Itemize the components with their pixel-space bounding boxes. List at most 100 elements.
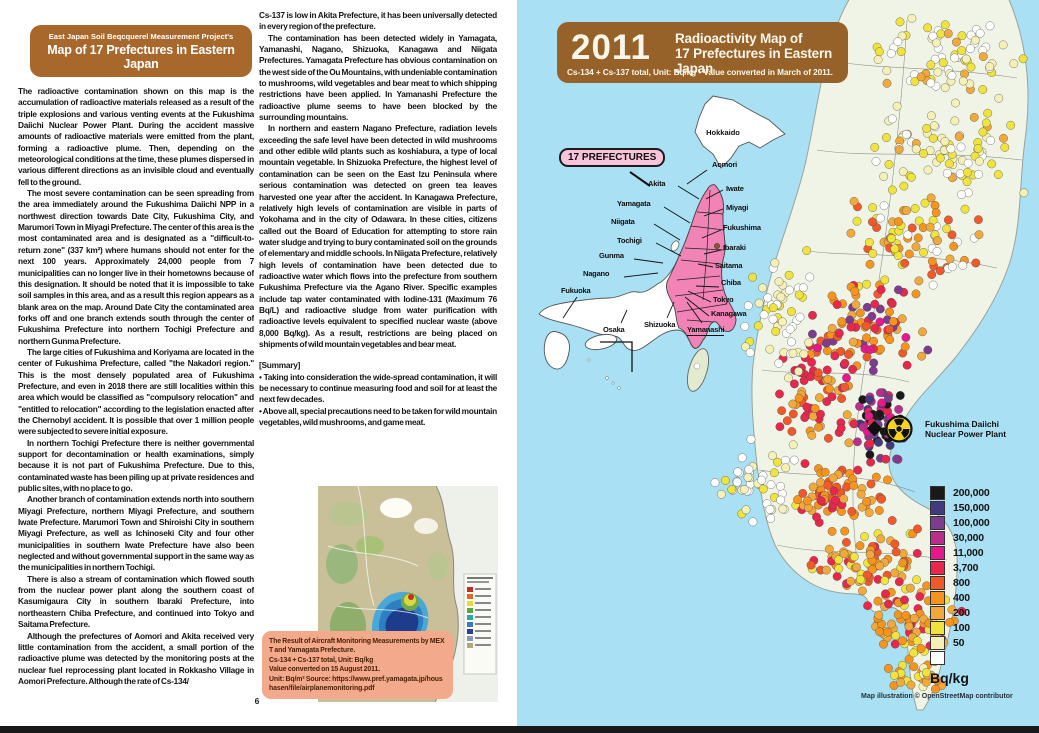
year: 2011 [571,28,651,67]
label-miyagi: Miyagi [726,203,749,212]
legend-value: 50 [953,636,965,649]
thumbnail-legend-swatches [467,587,491,648]
plant-dot-inset [714,243,720,249]
legend-entry: 800 [930,575,990,590]
legend-value: 11,000 [953,546,984,559]
legend-value: 400 [953,591,970,604]
label-kanagawa: Kanagawa [711,309,747,318]
legend-swatch [930,590,945,605]
small-islands [587,358,621,390]
japan-overview-map: Hokkaido [538,95,786,392]
text-column-2: Cs-137 is low in Akita Prefecture, it ha… [259,10,497,475]
legend-swatch [930,650,945,665]
map-subtitle: Cs-134 + Cs-137 total, Unit: Bq/kg • Val… [567,67,833,77]
label-akita: Akita [648,179,666,188]
legend-swatch [930,605,945,620]
project-name: East Japan Soil Beqcquerel Measurement P… [48,31,234,41]
label-shizuoka: Shizuoka [644,320,676,329]
plant-name-line2: Nuclear Power Plant [925,429,1006,439]
summary-title: [Summary] [259,360,301,371]
legend-value: 30,000 [953,531,984,544]
caption-line: Cs-134 + Cs-137 total, Unit: Bq/kg [269,656,374,664]
izu-island [686,348,710,392]
plant-label-group: Fukushima Daiichi Nuclear Power Plant [863,411,1006,447]
label-tochigi: Tochigi [617,236,642,245]
paragraph: In northern and eastern Nagano Prefectur… [259,123,497,349]
summary-bullet: • Taking into consideration the wide-spr… [259,371,497,405]
label-saitama: Saitama [715,261,743,270]
label-yamagata: Yamagata [617,199,651,208]
legend-swatch [930,575,945,590]
map-title-line1: Radioactivity Map of [675,31,803,46]
label-fukushima: Fukushima [723,223,761,232]
map-title: Radioactivity Map of 17 Prefectures in E… [675,31,848,76]
map-title-line2: 17 Prefectures in Eastern Japan [675,46,833,76]
legend-entry: 400 [930,590,990,605]
label-yamanashi: Yamanashi [687,325,725,336]
legend-swatch [930,545,945,560]
legend-entry: 50 [930,635,990,650]
radiation-icon [866,415,913,443]
caption-line: Unit: Bq/m² Source: https://www.pref.yam… [269,675,443,693]
paragraph: The contamination has been detected wide… [259,32,497,123]
legend-swatch [930,620,945,635]
plant-name-line1: Fukushima Daiichi [925,418,999,429]
right-page: Hokkaido Aomori Akita Iwate Yamagata Miy [517,0,1039,733]
plant-name: Fukushima Daiichi Nuclear Power Plant [925,419,1006,440]
legend-swatch [930,560,945,575]
legend-entry: 30,000 [930,530,990,545]
prefectures-callout: 17 PREFECTURES [559,148,666,167]
label-tokyo: Tokyo [713,295,734,304]
page-edge [0,726,1039,733]
left-page: East Japan Soil Beqcquerel Measurement P… [0,0,517,733]
map-title-box: 2011 Radioactivity Map of 17 Prefectures… [557,22,848,83]
legend-entry: 100,000 [930,515,990,530]
legend-entry: 11,000 [930,545,990,560]
hokkaido-label: Hokkaido [706,128,740,137]
paragraph: Although the prefectures of Aomori and A… [18,630,254,686]
legend-swatch [930,500,945,515]
legend-value: 800 [953,576,970,589]
project-title-box: East Japan Soil Beqcquerel Measurement P… [30,25,252,77]
map-credit: Map illustration © OpenStreetMap contrib… [861,693,1013,700]
hokkaido-island [694,95,786,169]
legend-entry: 150,000 [930,500,990,515]
label-osaka: Osaka [603,325,625,334]
legend-entry: 200 [930,605,990,620]
legend-swatch [930,515,945,530]
label-aomori: Aomori [712,160,738,169]
label-chiba: Chiba [721,278,741,287]
label-niigata: Niigata [611,217,635,226]
legend-entry [930,650,990,665]
label-nagano: Nagano [583,269,610,278]
map-legend: 200,000 150,000 100,000 30,000 11,000 3,700 80… [930,485,990,686]
legend-entry: 3,700 [930,560,990,575]
label-ibaraki: Ibaraki [723,243,746,252]
kyushu-island [543,331,570,370]
text-column-1: The radioactive contamination shown on t… [18,86,254,690]
legend-value: 100,000 [953,516,990,529]
paragraph: In northern Tochigi Prefecture there is … [18,437,254,494]
page-title: Map of 17 Prefectures in Eastern Japan [47,42,235,71]
radioactivity-dot-map [710,0,1029,711]
legend-entry: 200,000 [930,485,990,500]
caption-line: The Result of Aircraft Monitoring Measur… [269,638,445,655]
legend-entry: 100 [930,620,990,635]
label-fukuoka: Fukuoka [561,286,591,295]
legend-rows: 200,000 150,000 100,000 30,000 11,000 3,700 80… [930,485,990,665]
paragraph: There is also a stream of contamination … [18,573,254,630]
legend-value: 3,700 [953,561,979,574]
paragraph: The most severe contamination can be see… [18,188,254,346]
measurement-dots [710,13,1029,694]
map-caption: The Result of Aircraft Monitoring Measur… [262,631,453,700]
caption-line: Value converted on 15 August 2011. [269,666,381,674]
pointer-diamond [866,420,883,437]
legend-value: 150,000 [953,501,990,514]
legend-value: 200 [953,606,970,619]
paragraph: Another branch of contamination extends … [18,494,254,573]
legend-value: 200,000 [953,486,990,499]
label-gunma: Gunma [599,251,624,260]
legend-value: 100 [953,621,970,634]
legend-swatch [930,635,945,650]
